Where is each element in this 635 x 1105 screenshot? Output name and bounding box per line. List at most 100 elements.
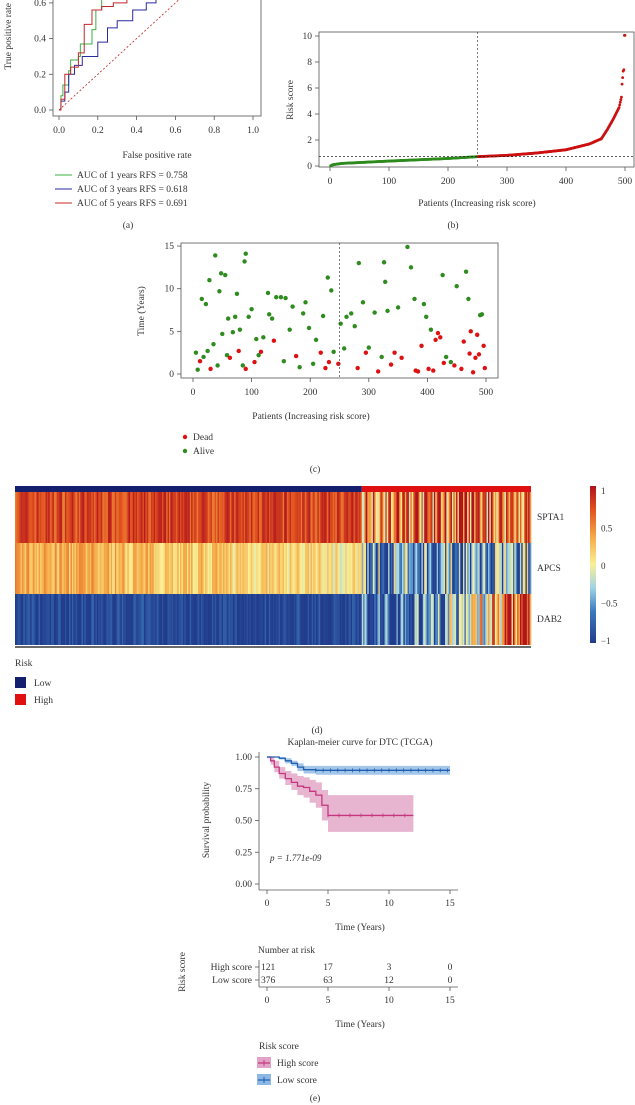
heatmap-cell [109, 594, 112, 645]
heatmap-cell [469, 492, 472, 543]
risk-point [618, 103, 622, 107]
y-tick-label: 6 [307, 84, 312, 94]
heatmap-cell [181, 543, 184, 594]
alive-point [310, 361, 316, 366]
dead-point [227, 355, 233, 360]
heatmap-cell [467, 543, 469, 594]
heatmap-cell [295, 543, 297, 594]
heatmap-cell [317, 543, 320, 594]
heatmap-cell [428, 492, 431, 543]
heatmap-cell [460, 543, 462, 594]
heatmap-cell [482, 543, 485, 594]
heatmap-cell [483, 492, 486, 543]
alive-point [352, 324, 357, 329]
risk-point [623, 33, 627, 37]
heatmap-cell [496, 594, 499, 645]
heatmap-cell [263, 543, 265, 594]
heatmap-cell [489, 594, 492, 645]
heatmap-cell [415, 492, 418, 543]
heatmap-cell [142, 492, 145, 543]
heatmap-cell [19, 492, 21, 543]
heatmap-cell [431, 594, 433, 645]
dead-point [481, 343, 486, 349]
legend-label: High score [277, 1059, 318, 1069]
heatmap-cell [131, 543, 134, 594]
heatmap-cell [273, 594, 275, 645]
heatmap-cell [148, 492, 150, 543]
heatmap-cell [234, 594, 236, 645]
heatmap-cell [213, 594, 216, 645]
heatmap-cell [66, 543, 69, 594]
alive-point [313, 337, 319, 343]
heatmap-cell [174, 543, 177, 594]
dead-point [271, 338, 277, 343]
heatmap-cell [132, 492, 135, 543]
heatmap-cell [494, 492, 497, 543]
heatmap-cell [76, 594, 78, 645]
heatmap-cell [243, 543, 246, 594]
heatmap-cell [193, 492, 196, 543]
heatmap-cell [91, 492, 93, 543]
heatmap-cell [23, 543, 26, 594]
alive-point [440, 272, 445, 278]
alive-point [372, 310, 377, 315]
heatmap-cell [88, 492, 91, 543]
panel-label-e: (e) [310, 1093, 321, 1104]
heatmap-cell [44, 543, 46, 594]
y-tick-label: 0.4 [34, 35, 46, 45]
heatmap-cell [145, 543, 148, 594]
alive-point [344, 314, 349, 320]
alive-point [249, 306, 254, 312]
heatmap-cell [103, 543, 106, 594]
heatmap-cell [467, 594, 469, 645]
heatmap-cell [125, 594, 128, 645]
heatmap-cell [494, 543, 497, 594]
heatmap-cell [277, 543, 279, 594]
heatmap-cell [278, 594, 281, 645]
km-ci-band-high [267, 757, 414, 832]
km-curve-high [267, 756, 414, 817]
heatmap-cell [519, 594, 522, 645]
heatmap-cell [157, 594, 160, 645]
heatmap-cell [124, 594, 127, 645]
heatmap-cell [116, 594, 118, 645]
heatmap-cell [124, 492, 127, 543]
heatmap-cell [515, 594, 518, 645]
heatmap-cell [382, 543, 385, 594]
heatmap-cell [458, 543, 461, 594]
heatmap-cell [410, 492, 413, 543]
heatmap-cell [109, 543, 112, 594]
heatmap-cell [60, 492, 63, 543]
heatmap-cell [461, 594, 464, 645]
heatmap-cell [42, 543, 45, 594]
heatmap-cell [479, 543, 482, 594]
dead-point [208, 366, 213, 372]
heatmap-cell [504, 594, 507, 645]
heatmap-cell [144, 492, 146, 543]
heatmap-cell [74, 543, 77, 594]
x-tick-label: 0.4 [131, 126, 143, 136]
heatmap-cell [324, 594, 327, 645]
heatmap-cell [389, 492, 392, 543]
heatmap-cell [19, 594, 21, 645]
heatmap-cell [110, 543, 113, 594]
heatmap-cell [289, 543, 292, 594]
heatmap-cell [402, 492, 404, 543]
heatmap-cell [112, 594, 114, 645]
heatmap-cell [403, 543, 406, 594]
heatmap-cell [318, 543, 321, 594]
y-tick-label: 5 [169, 327, 174, 337]
heatmap-cell [349, 492, 351, 543]
heatmap-cell [458, 492, 461, 543]
heatmap-cell [468, 492, 471, 543]
heatmap-cell [353, 492, 356, 543]
heatmap-cell [28, 492, 31, 543]
heatmap-cell [288, 543, 290, 594]
heatmap-cell [168, 492, 171, 543]
heatmap-cell [286, 543, 289, 594]
heatmap-cell [102, 543, 105, 594]
alive-point [205, 348, 210, 354]
heatmap-cell [167, 594, 170, 645]
y-tick-label: 1.00 [235, 753, 252, 763]
status-ylabel: Time (Years) [136, 286, 147, 336]
